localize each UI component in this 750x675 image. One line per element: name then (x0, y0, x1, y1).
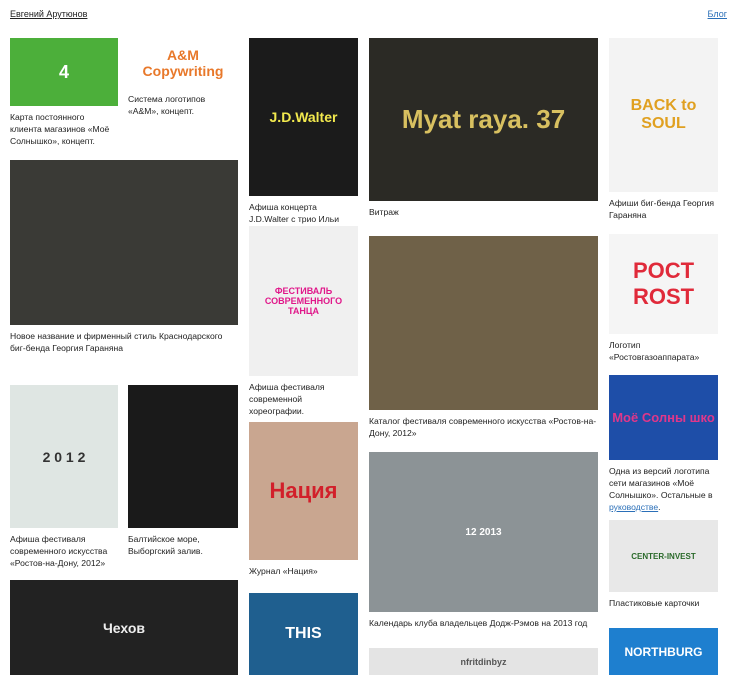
thumbnail[interactable]: CENTER-INVEST (609, 520, 718, 592)
caption-text: Журнал «Нация» (249, 566, 318, 576)
caption: Новое название и фирменный стиль Краснод… (10, 330, 238, 354)
image-text: POCT ROST (632, 258, 695, 309)
caption: Логотип «Ростовгазоаппарата» (609, 339, 718, 363)
image-text: 2 0 1 2 (42, 448, 86, 465)
caption-text: Афиши биг-бенда Георгия Гараняна (609, 198, 715, 220)
caption-text: Новое название и фирменный стиль Краснод… (10, 331, 223, 353)
caption-text: Афиша фестиваля современной хореографии. (249, 382, 325, 416)
caption-text: Логотип «Ростовгазоаппарата» (609, 340, 700, 362)
caption: Афиша фестиваля современной хореографии. (249, 381, 358, 417)
image-text: Нация (269, 478, 338, 503)
caption-link[interactable]: руководстве (609, 502, 659, 512)
thumbnail[interactable]: A&M Copywriting (128, 38, 238, 88)
thumbnail[interactable] (10, 160, 238, 325)
caption: Календарь клуба владельцев Додж-Рэмов на… (369, 617, 598, 629)
caption-text: Система логотипов «A&M», концепт. (128, 94, 206, 116)
image-text: BACK to SOUL (630, 97, 697, 132)
caption-text: Афиша фестиваля современного искусства «… (10, 534, 108, 568)
caption-text: Каталог фестиваля современного искусства… (369, 416, 597, 438)
thumbnail[interactable]: 2 0 1 2 (10, 385, 118, 528)
author-link[interactable]: Евгений Арутюнов (10, 9, 88, 19)
image-text: Myat raya. 37 (401, 104, 566, 134)
caption-text: Одна из версий логотипа сети магазинов «… (609, 466, 713, 500)
caption: Одна из версий логотипа сети магазинов «… (609, 465, 718, 513)
caption-text: Балтийское море, Выборгский залив. (128, 534, 203, 556)
image-text: A&M Copywriting (142, 47, 224, 79)
image-text: 4 (58, 61, 69, 82)
thumbnail[interactable]: J.D.Walter (249, 38, 358, 196)
image-text: nfritdinbyz (460, 656, 507, 667)
caption-text: Карта постоянного клиента магазинов «Моё… (10, 112, 110, 146)
thumbnail[interactable]: BACK to SOUL (609, 38, 718, 192)
image-text: THIS (285, 625, 322, 642)
caption-text: Календарь клуба владельцев Додж-Рэмов на… (369, 618, 588, 628)
thumbnail[interactable]: Чехов (10, 580, 238, 675)
thumbnail[interactable] (369, 236, 598, 410)
thumbnail[interactable]: NORTHBURG (609, 628, 718, 675)
caption: Система логотипов «A&M», концепт. (128, 93, 238, 117)
thumbnail[interactable]: Моё Солны шко (609, 375, 718, 460)
image-text: J.D.Walter (269, 109, 338, 125)
caption: Витраж (369, 206, 598, 218)
caption: Афиша фестиваля современного искусства «… (10, 533, 118, 569)
thumbnail[interactable]: THIS (249, 593, 358, 675)
thumbnail[interactable]: 4 (10, 38, 118, 106)
image-text: ФЕСТИВАЛЬ СОВРЕМЕННОГО ТАНЦА (264, 286, 343, 316)
caption: Балтийское море, Выборгский залив. (128, 533, 238, 557)
image-text: Моё Солны шко (612, 410, 715, 425)
caption: Журнал «Нация» (249, 565, 358, 577)
thumbnail[interactable]: Нация (249, 422, 358, 560)
image-text: CENTER-INVEST (631, 551, 696, 561)
blog-link[interactable]: Блог (707, 9, 727, 19)
image-text: NORTHBURG (624, 644, 703, 659)
caption-tail: . (658, 502, 661, 512)
thumbnail[interactable] (128, 385, 238, 528)
thumbnail[interactable]: 12 2013 (369, 452, 598, 612)
thumbnail[interactable]: nfritdinbyz (369, 648, 598, 675)
caption: Каталог фестиваля современного искусства… (369, 415, 598, 439)
caption-text: Пластиковые карточки (609, 598, 700, 608)
caption: Карта постоянного клиента магазинов «Моё… (10, 111, 118, 147)
thumbnail[interactable]: Myat raya. 37 (369, 38, 598, 201)
thumbnail[interactable]: ФЕСТИВАЛЬ СОВРЕМЕННОГО ТАНЦА (249, 226, 358, 376)
image-text: Чехов (102, 619, 146, 636)
caption-text: Витраж (369, 207, 399, 217)
thumbnail[interactable]: POCT ROST (609, 234, 718, 334)
caption: Пластиковые карточки (609, 597, 718, 609)
caption: Афиши биг-бенда Георгия Гараняна (609, 197, 718, 221)
image-text: 12 2013 (465, 526, 502, 538)
